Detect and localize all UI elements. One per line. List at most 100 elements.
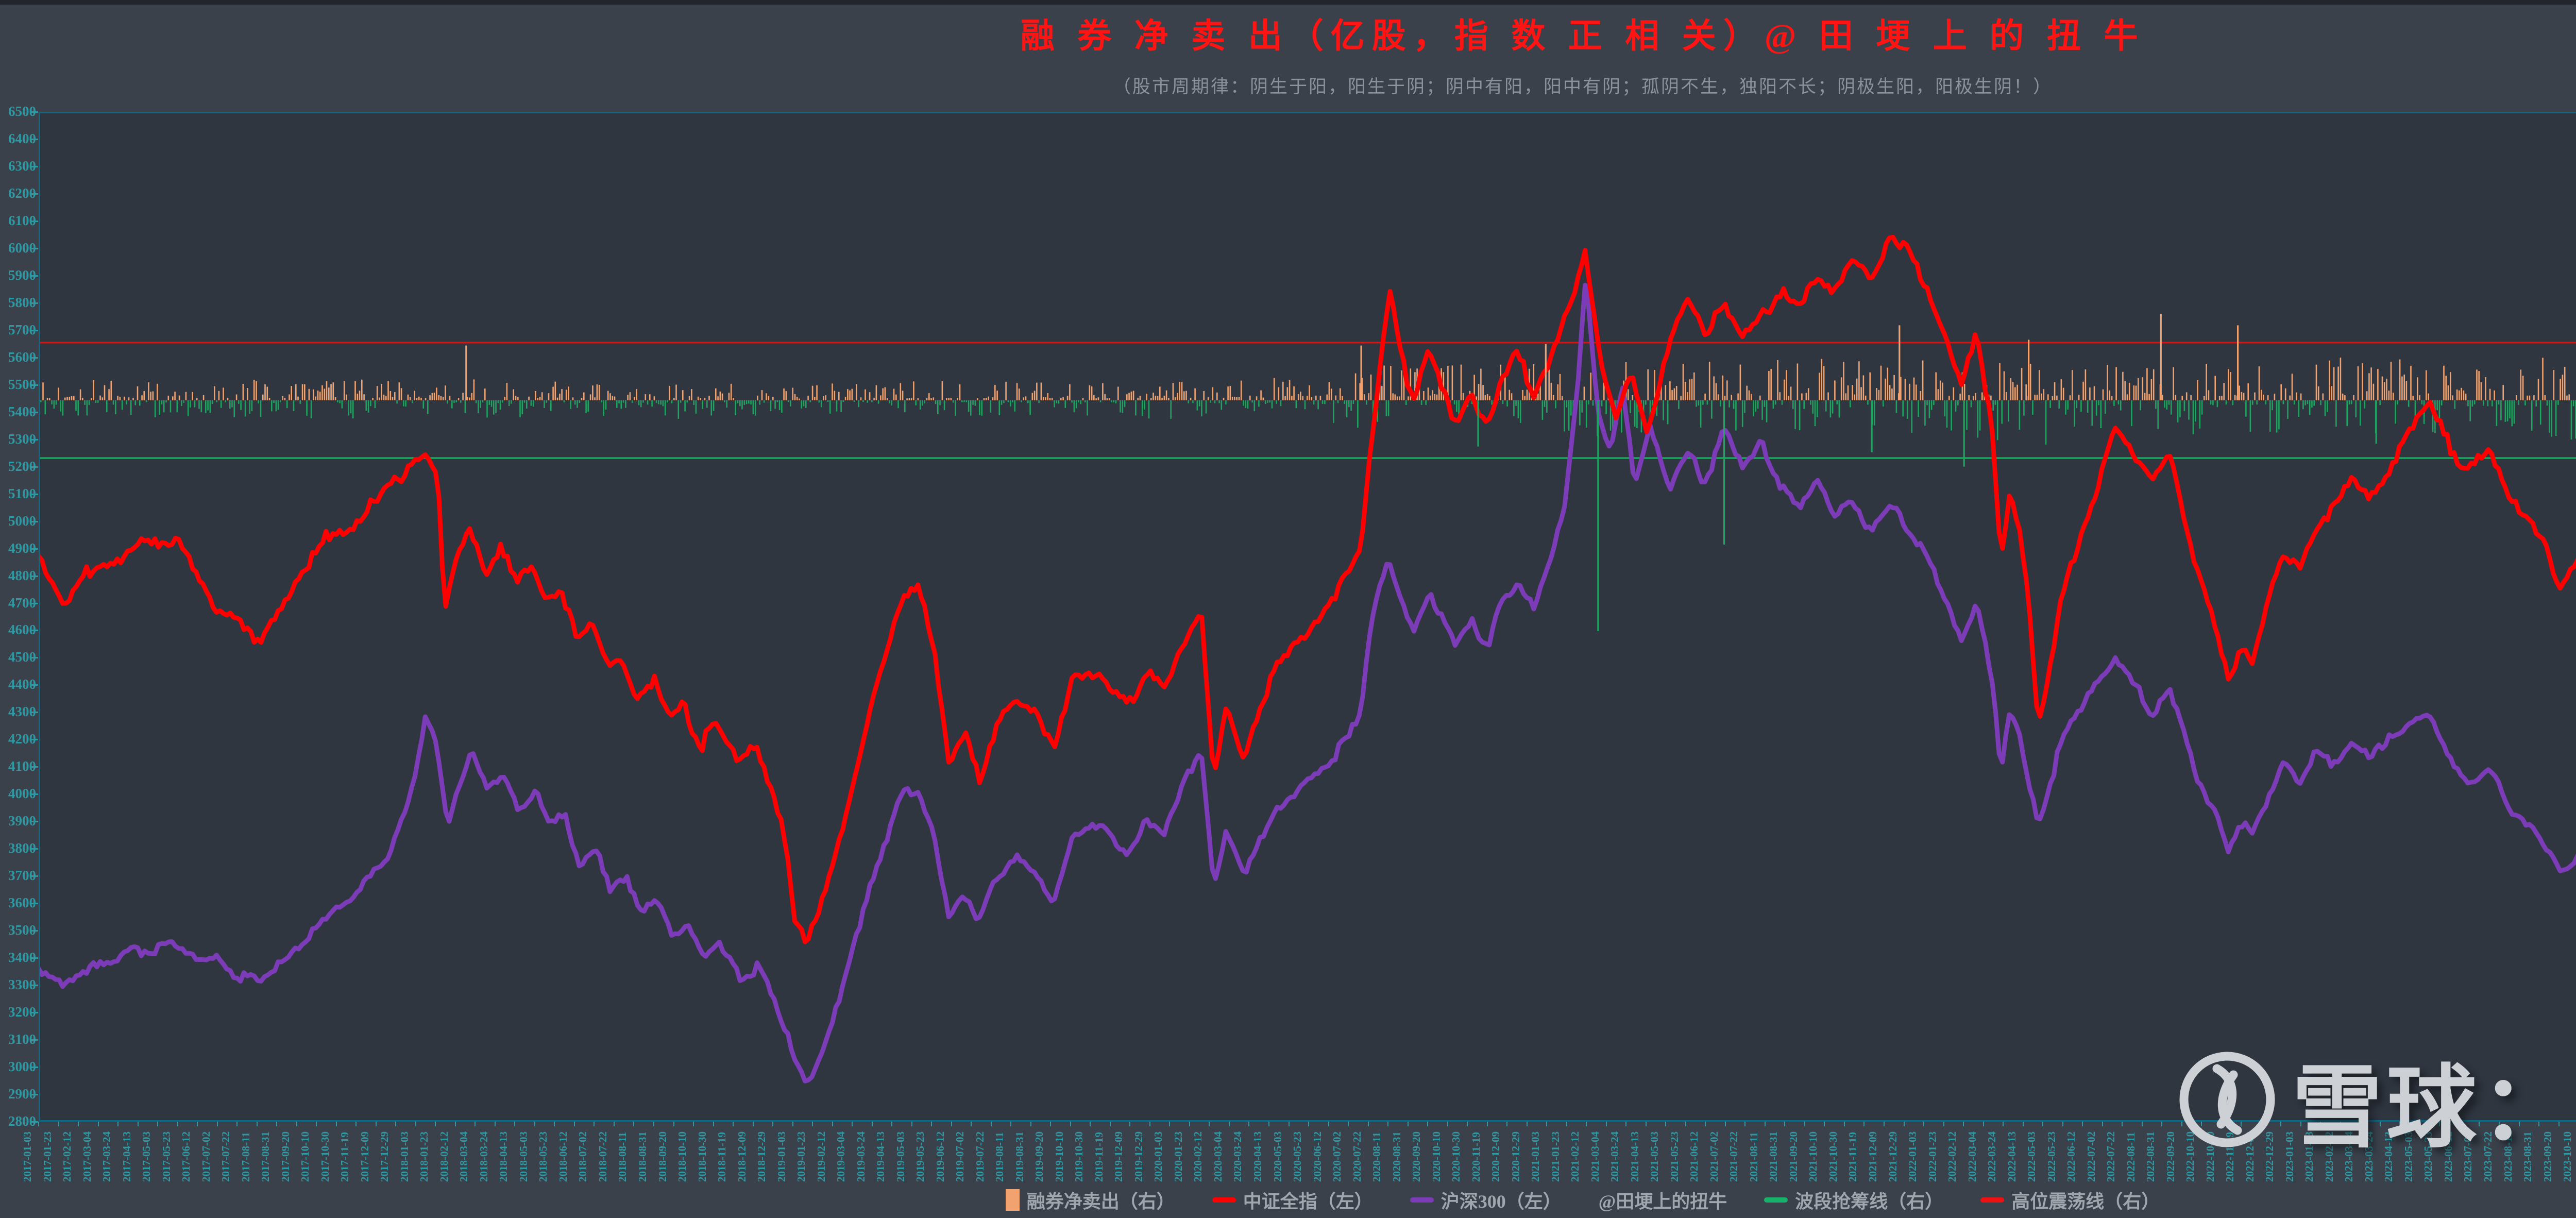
x-axis-date-label: 2020-07-22 (1351, 1131, 1363, 1182)
x-axis-tick (872, 1122, 873, 1126)
x-axis-date-label: 2020-08-11 (1370, 1132, 1383, 1182)
x-axis-tick (78, 1122, 79, 1126)
x-axis-tick (217, 1122, 218, 1126)
x-axis-tick (2241, 1122, 2242, 1126)
x-axis-tick (1447, 1122, 1448, 1126)
x-axis-date-label: 2018-03-24 (478, 1131, 490, 1182)
x-axis-tick (2360, 1122, 2361, 1126)
x-axis-date-label: 2018-07-02 (577, 1131, 589, 1182)
left-axis-tick-label: 4300 (8, 704, 36, 719)
x-axis-date-label: 2020-11-19 (1470, 1132, 1482, 1182)
left-axis-tick-label: 4200 (8, 731, 36, 747)
x-axis-tick (1506, 1122, 1507, 1126)
x-axis-tick (1289, 1122, 1290, 1126)
x-axis-date-label: 2017-07-02 (200, 1131, 212, 1182)
x-axis-date-label: 2019-01-03 (775, 1131, 788, 1182)
x-axis-tick (633, 1122, 634, 1126)
left-axis-tick (31, 985, 38, 986)
left-axis-tick-label: 5600 (8, 349, 36, 365)
x-axis-date-label: 2019-05-03 (894, 1131, 907, 1182)
x-axis-tick (1110, 1122, 1111, 1126)
x-axis-tick (1725, 1122, 1726, 1126)
legend-item-author: @田埂上的扭牛 (1599, 1187, 1727, 1213)
x-axis-tick (1527, 1122, 1528, 1126)
left-axis-tick (31, 630, 38, 631)
left-axis-tick (31, 384, 38, 386)
left-axis-tick (31, 957, 38, 959)
x-axis-tick (2062, 1122, 2063, 1126)
x-axis-date-label: 2018-08-31 (636, 1131, 649, 1182)
x-axis-tick (1467, 1122, 1468, 1126)
legend-line-swatch (1410, 1197, 1434, 1203)
left-axis-tick (31, 657, 38, 658)
x-axis-tick (1665, 1122, 1666, 1126)
x-axis-tick (971, 1122, 972, 1126)
x-axis-date-label: 2019-04-13 (874, 1131, 887, 1182)
x-axis-date-label: 2018-10-30 (696, 1131, 708, 1182)
x-axis-date-label: 2020-02-12 (1192, 1131, 1204, 1182)
x-axis-tick (2399, 1122, 2400, 1126)
x-axis-date-label: 2019-12-09 (1112, 1131, 1125, 1182)
x-axis-tick (1308, 1122, 1309, 1126)
x-axis-tick (1328, 1122, 1329, 1126)
left-axis-tick-label: 4600 (8, 622, 36, 637)
x-axis-date-label: 2018-08-11 (616, 1132, 629, 1182)
left-axis-tick-label: 5800 (8, 295, 36, 310)
x-axis-tick (1248, 1122, 1249, 1126)
x-axis-tick (1804, 1122, 1805, 1126)
left-axis-tick (31, 1121, 38, 1123)
x-axis-tick (197, 1122, 198, 1126)
left-axis-tick (31, 521, 38, 522)
x-axis-date-label: 2022-03-24 (1986, 1131, 1998, 1182)
x-axis-tick (2380, 1122, 2381, 1126)
x-axis-tick (1943, 1122, 1944, 1126)
x-axis-tick (1625, 1122, 1626, 1126)
x-axis-date-label: 2022-06-12 (2065, 1131, 2077, 1182)
x-axis-tick (1129, 1122, 1130, 1126)
x-axis-tick (514, 1122, 515, 1126)
x-axis-date-label: 2021-12-09 (1867, 1131, 1879, 1182)
x-axis-date-label: 2017-10-10 (299, 1131, 311, 1182)
x-axis-tick (415, 1122, 416, 1126)
x-axis-date-label: 2017-10-30 (319, 1131, 331, 1182)
x-axis-date-label: 2022-07-02 (2085, 1131, 2097, 1182)
left-axis-tick (31, 1094, 38, 1095)
x-axis-tick (1348, 1122, 1349, 1126)
chart-subtitle: （股市周期律：阴生于阳，阳生于阴；阴中有阳，阳中有阴；孤阴不生，独阳不长；阴极生… (1112, 77, 2053, 97)
x-axis-tick (1408, 1122, 1409, 1126)
left-axis-tick-label: 6000 (8, 240, 36, 256)
x-axis-date-label: 2021-10-10 (1807, 1131, 1819, 1182)
x-axis-tick (653, 1122, 654, 1126)
left-axis-tick (31, 221, 38, 222)
x-axis-tick (931, 1122, 932, 1126)
x-axis-tick (772, 1122, 773, 1126)
x-axis-date-label: 2018-05-03 (517, 1131, 530, 1182)
watermark-text: 雪球：田埂上的扭牛 (2292, 1058, 2576, 1158)
left-axis-tick (31, 357, 38, 359)
x-axis-tick (554, 1122, 555, 1126)
x-axis-tick (1010, 1122, 1011, 1126)
left-axis-tick (31, 576, 38, 577)
x-axis-tick (2142, 1122, 2143, 1126)
x-axis-tick (1606, 1122, 1607, 1126)
x-axis-date-label: 2021-05-03 (1648, 1131, 1660, 1182)
x-axis-date-label: 2017-08-31 (259, 1131, 272, 1182)
x-axis-date-label: 2019-06-12 (934, 1131, 946, 1182)
x-axis-date-label: 2020-04-13 (1251, 1131, 1264, 1182)
x-axis-date-label: 2019-08-11 (993, 1132, 1006, 1182)
x-axis-tick (832, 1122, 833, 1126)
x-axis-tick (257, 1122, 258, 1126)
x-axis-tick (1884, 1122, 1885, 1126)
x-axis-tick (1844, 1122, 1845, 1126)
x-axis-date-label: 2020-12-29 (1510, 1131, 1522, 1182)
left-axis-tick (31, 1039, 38, 1041)
x-axis-tick (673, 1122, 674, 1126)
x-axis-tick (1546, 1122, 1547, 1126)
x-axis-date-label: 2020-08-31 (1391, 1131, 1403, 1182)
left-axis-tick-label: 5700 (8, 322, 36, 337)
x-axis-tick (1586, 1122, 1587, 1126)
plot-area-background (39, 112, 2576, 1122)
x-axis-tick (2519, 1122, 2520, 1126)
x-axis-date-label: 2018-01-23 (418, 1131, 430, 1182)
x-axis-tick (2538, 1122, 2539, 1126)
